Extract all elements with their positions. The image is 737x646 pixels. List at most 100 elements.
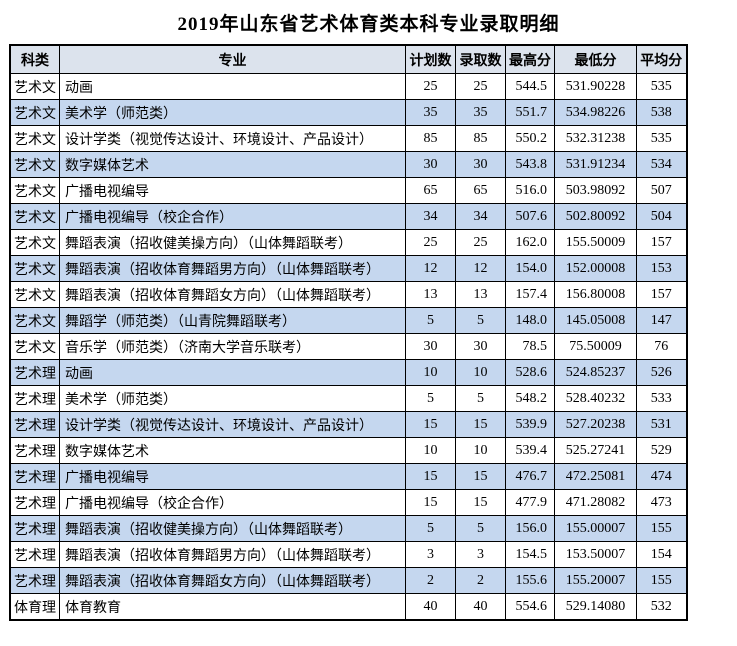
cell: 152.00008 (554, 255, 637, 282)
cell: 15 (455, 463, 506, 490)
cell: 10 (405, 359, 456, 386)
cell: 516.0 (505, 177, 555, 204)
cell: 155.00007 (554, 515, 637, 542)
cell: 艺术文 (9, 125, 60, 152)
cell: 476.7 (505, 463, 555, 490)
cell: 美术学（师范类） (59, 99, 406, 126)
cell: 539.4 (505, 437, 555, 464)
cell: 473 (636, 489, 687, 516)
cell: 554.6 (505, 593, 555, 621)
cell: 78.5 (505, 333, 555, 360)
cell: 477.9 (505, 489, 555, 516)
cell: 65 (405, 177, 456, 204)
cell: 528.6 (505, 359, 555, 386)
cell: 529.14080 (554, 593, 637, 621)
cell: 526 (636, 359, 687, 386)
column-header-4: 最高分 (505, 44, 555, 74)
cell: 艺术理 (9, 541, 60, 568)
cell: 471.28082 (554, 489, 637, 516)
cell: 551.7 (505, 99, 555, 126)
cell: 艺术理 (9, 437, 60, 464)
table-row: 艺术理 数字媒体艺术 10 10 539.4 525.27241 529 (9, 437, 687, 464)
cell: 154.0 (505, 255, 555, 282)
cell: 艺术文 (9, 73, 60, 100)
cell: 舞蹈表演（招收体育舞蹈男方向）（山体舞蹈联考） (59, 255, 406, 282)
cell: 30 (455, 333, 506, 360)
cell: 502.80092 (554, 203, 637, 230)
cell: 舞蹈表演（招收体育舞蹈男方向）（山体舞蹈联考） (59, 541, 406, 568)
cell: 舞蹈表演（招收体育舞蹈女方向）（山体舞蹈联考） (59, 567, 406, 594)
cell: 548.2 (505, 385, 555, 412)
cell: 10 (455, 359, 506, 386)
cell: 532.31238 (554, 125, 637, 152)
cell: 34 (405, 203, 456, 230)
cell: 25 (405, 73, 456, 100)
admission-table: 科类 专业 计划数 录取数 最高分 最低分 平均分 艺术文 动画 25 25 544.5 531.90… (9, 44, 688, 621)
cell: 147 (636, 307, 687, 334)
cell: 543.8 (505, 151, 555, 178)
cell: 艺术理 (9, 515, 60, 542)
cell: 85 (455, 125, 506, 152)
cell: 5 (455, 385, 506, 412)
cell: 156.80008 (554, 281, 637, 308)
table-row: 艺术文 舞蹈表演（招收健美操方向）（山体舞蹈联考） 25 25 162.0 155.500… (9, 229, 687, 256)
cell: 动画 (59, 73, 406, 100)
cell: 2 (455, 567, 506, 594)
cell: 15 (405, 411, 456, 438)
table-header-row: 科类 专业 计划数 录取数 最高分 最低分 平均分 (9, 44, 687, 74)
cell: 162.0 (505, 229, 555, 256)
table-row: 体育理 体育教育 40 40 554.6 529.14080 532 (9, 593, 687, 621)
column-header-3: 录取数 (455, 44, 506, 74)
cell: 30 (405, 151, 456, 178)
cell: 25 (455, 73, 506, 100)
table-row: 艺术理 设计学类（视觉传达设计、环境设计、产品设计） 15 15 539.9 527.20… (9, 411, 687, 438)
cell: 15 (405, 463, 456, 490)
cell: 艺术理 (9, 489, 60, 516)
cell: 535 (636, 125, 687, 152)
cell: 13 (405, 281, 456, 308)
cell: 532 (636, 593, 687, 621)
cell: 5 (455, 515, 506, 542)
page-title: 2019年山东省艺术体育类本科专业录取明细 (177, 14, 560, 35)
cell: 12 (405, 255, 456, 282)
cell: 472.25081 (554, 463, 637, 490)
cell: 艺术理 (9, 385, 60, 412)
cell: 145.05008 (554, 307, 637, 334)
cell: 广播电视编导（校企合作） (59, 489, 406, 516)
cell: 539.9 (505, 411, 555, 438)
cell: 3 (455, 541, 506, 568)
cell: 527.20238 (554, 411, 637, 438)
cell: 85 (405, 125, 456, 152)
table-row: 艺术文 舞蹈学（师范类）（山青院舞蹈联考） 5 5 148.0 145.05008 147 (9, 307, 687, 334)
cell: 13 (455, 281, 506, 308)
cell: 2 (405, 567, 456, 594)
cell: 503.98092 (554, 177, 637, 204)
cell: 153.50007 (554, 541, 637, 568)
cell: 舞蹈表演（招收健美操方向）（山体舞蹈联考） (59, 515, 406, 542)
table-row: 艺术文 设计学类（视觉传达设计、环境设计、产品设计） 85 85 550.2 532.31… (9, 125, 687, 152)
cell: 广播电视编导 (59, 177, 406, 204)
cell: 35 (405, 99, 456, 126)
table-row: 艺术文 广播电视编导（校企合作） 34 34 507.6 502.80092 504 (9, 203, 687, 230)
cell: 30 (455, 151, 506, 178)
cell: 5 (405, 307, 456, 334)
cell: 12 (455, 255, 506, 282)
cell: 155.20007 (554, 567, 637, 594)
cell: 153 (636, 255, 687, 282)
cell: 157 (636, 229, 687, 256)
cell: 35 (455, 99, 506, 126)
cell: 156.0 (505, 515, 555, 542)
cell: 5 (405, 385, 456, 412)
cell: 音乐学（师范类）（济南大学音乐联考） (59, 333, 406, 360)
cell: 广播电视编导（校企合作） (59, 203, 406, 230)
cell: 474 (636, 463, 687, 490)
table-row: 艺术理 舞蹈表演（招收健美操方向）（山体舞蹈联考） 5 5 156.0 155.00007… (9, 515, 687, 542)
cell: 154.5 (505, 541, 555, 568)
cell: 艺术理 (9, 463, 60, 490)
column-header-5: 最低分 (554, 44, 637, 74)
cell: 艺术文 (9, 99, 60, 126)
table-row: 艺术文 舞蹈表演（招收体育舞蹈男方向）（山体舞蹈联考） 12 12 154.0 152.0… (9, 255, 687, 282)
cell: 34 (455, 203, 506, 230)
cell: 507.6 (505, 203, 555, 230)
